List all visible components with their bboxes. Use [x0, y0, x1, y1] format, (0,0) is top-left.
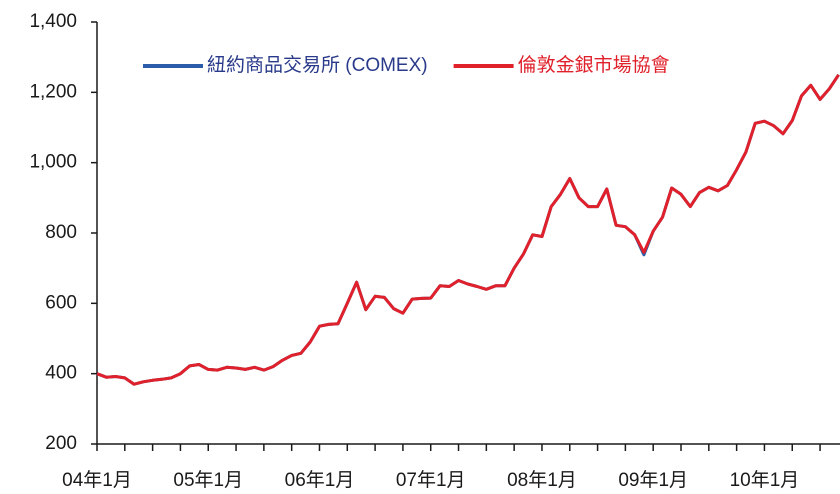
y-tick-label: 800 — [45, 222, 77, 243]
x-tick-label: 10年1月 — [730, 469, 800, 491]
legend-label: 紐約商品交易所 (COMEX) — [207, 54, 428, 76]
x-tick-label: 09年1月 — [618, 469, 688, 491]
x-tick-label: 08年1月 — [507, 469, 577, 491]
legend-label: 倫敦金銀市場協會 — [518, 54, 670, 76]
series-line — [96, 73, 840, 386]
x-tick-label: 04年1月 — [62, 469, 132, 491]
x-tick-label: 06年1月 — [285, 469, 355, 491]
x-tick-label: 05年1月 — [173, 469, 243, 491]
y-tick-label: 400 — [45, 363, 77, 384]
series-line — [96, 73, 840, 386]
y-tick-label: 600 — [45, 292, 77, 313]
y-tick-label: 1,200 — [29, 81, 77, 102]
x-tick-label: 07年1月 — [396, 469, 466, 491]
y-tick-label: 1,400 — [29, 11, 77, 32]
y-tick-label: 200 — [45, 433, 77, 454]
y-tick-label: 1,000 — [29, 152, 77, 173]
